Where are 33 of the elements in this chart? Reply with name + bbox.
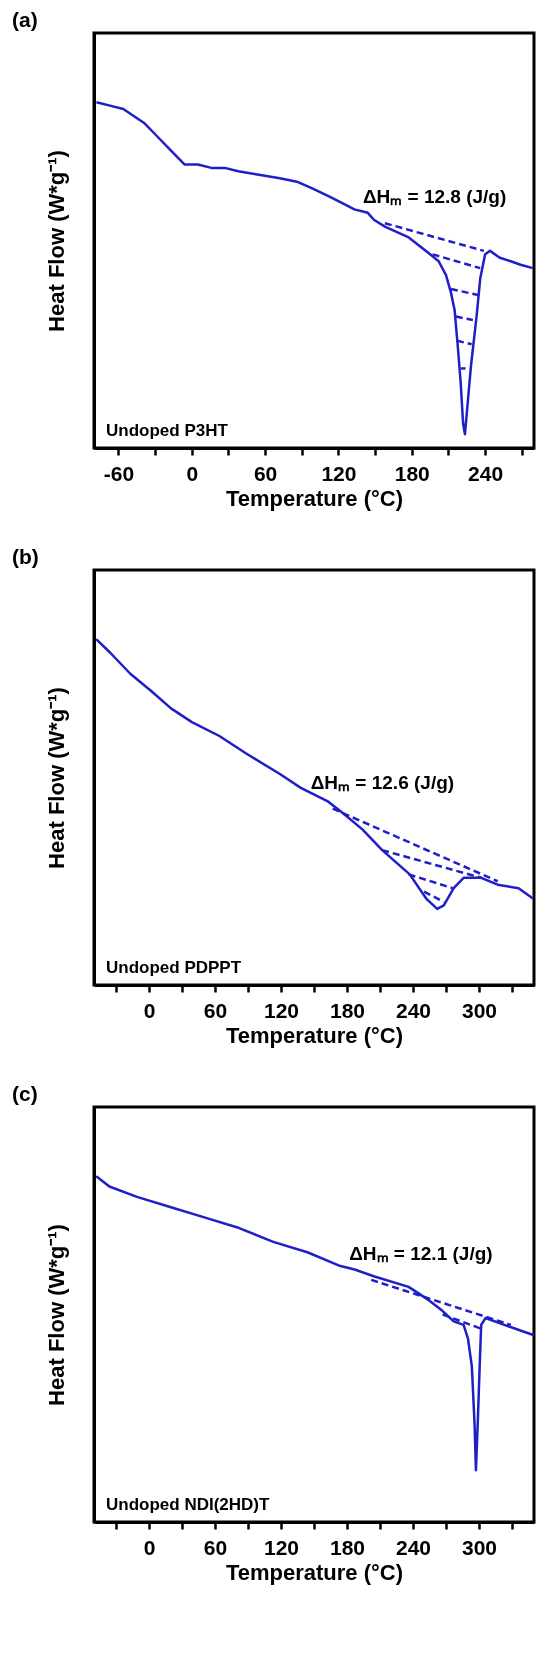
y-axis-title: Heat Flow (W*g⁻¹): [43, 150, 69, 332]
x-tick-label: 120: [263, 1535, 300, 1559]
x-tick-label: 60: [203, 1535, 228, 1559]
x-tick-label: 300: [461, 1535, 498, 1559]
x-tick-label: 240: [468, 461, 504, 485]
y-axis-title: Heat Flow (W*g⁻¹): [43, 1224, 69, 1406]
x-tick-label: 240: [395, 998, 432, 1022]
annotation: Undoped P3HT: [106, 421, 229, 440]
x-tick-label: 240: [395, 1535, 432, 1559]
x-tick-label: 180: [329, 998, 366, 1022]
x-tick-label: 0: [143, 1535, 156, 1559]
chart-title: (a): [12, 8, 38, 31]
chart-title: (c): [12, 1082, 38, 1105]
x-tick-label: 0: [143, 998, 156, 1022]
annotation: ΔHₘ = 12.8 (J/g): [362, 186, 507, 208]
annotation: Undoped NDI(2HD)T: [106, 1495, 270, 1514]
x-axis-title: Temperature (°C): [225, 485, 404, 511]
x-tick-label: 120: [263, 998, 300, 1022]
annotation: Undoped PDPPT: [106, 958, 242, 977]
x-axis-title: Temperature (°C): [225, 1022, 404, 1048]
x-tick-label: 60: [203, 998, 228, 1022]
x-tick-label: 180: [394, 461, 430, 485]
x-tick-label: 180: [329, 1535, 366, 1559]
annotation: ΔHₘ = 12.1 (J/g): [349, 1242, 493, 1264]
x-tick-label: 60: [253, 461, 278, 485]
annotation: ΔHₘ = 12.6 (J/g): [310, 771, 455, 793]
x-tick-label: 0: [186, 461, 199, 485]
x-tick-label: -60: [103, 461, 135, 485]
x-axis-title: Temperature (°C): [225, 1559, 404, 1585]
x-tick-label: 120: [321, 461, 357, 485]
x-tick-label: 300: [461, 998, 498, 1022]
chart-title: (b): [12, 545, 39, 568]
y-axis-title: Heat Flow (W*g⁻¹): [43, 687, 69, 869]
